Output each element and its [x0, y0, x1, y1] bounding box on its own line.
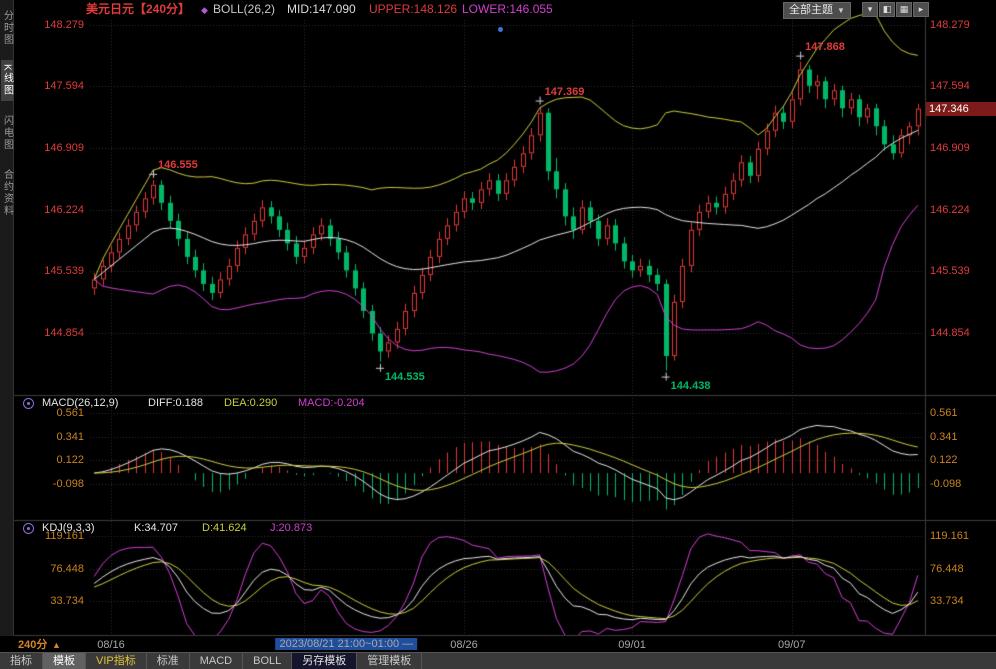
time-axis-label: 08/26 — [450, 639, 478, 651]
macd-axis-label-left: 0.561 — [56, 406, 84, 419]
macd-axis-label-right: 0.122 — [930, 454, 958, 466]
layout-grid-button[interactable]: ▦ — [896, 2, 912, 17]
kdj-settings-icon[interactable] — [23, 523, 34, 534]
sidebar-item-flash[interactable]: 闪电图 — [1, 114, 13, 151]
kdj-indicator-label[interactable]: KDJ(9,3,3) — [42, 522, 95, 534]
boll-mid-value: MID:147.090 — [287, 2, 356, 16]
price-axis-label-left: 145.539 — [44, 265, 84, 278]
kdj-axis-label-right: 33.734 — [930, 595, 964, 608]
theme-dropdown[interactable]: 全部主题 ▼ — [783, 2, 851, 19]
price-axis-label-left: 146.224 — [44, 203, 84, 216]
macd-diff-value: DIFF:0.188 — [148, 397, 204, 409]
macd-axis-label-left: -0.098 — [52, 477, 84, 490]
price-axis-label-left: 147.594 — [44, 80, 84, 93]
sidebar: 分时图 K线图闪电图合约资料 — [0, 0, 14, 636]
current-price-tag: 147.346 — [926, 101, 996, 116]
toolbar-tab-template[interactable]: 模板 — [43, 653, 86, 669]
period-up-icon[interactable]: ▲ — [52, 640, 61, 650]
price-axis-label-left: 148.279 — [44, 18, 84, 31]
price-axis-label-left: 146.909 — [44, 141, 84, 154]
kdj-axis-label-right: 76.448 — [930, 562, 964, 575]
price-axis-label-left: 144.854 — [44, 327, 84, 340]
kdj-axis-label-left: 33.734 — [50, 595, 84, 608]
kdj-axis-label-left: 76.448 — [50, 562, 84, 575]
price-axis-label-right: 145.539 — [930, 265, 970, 278]
kdj-d-value: D:41.624 — [202, 522, 247, 534]
macd-dea-value: DEA:0.290 — [224, 397, 278, 409]
macd-indicator-label[interactable]: MACD(26,12,9) — [42, 397, 119, 409]
event-marker-dot — [498, 27, 503, 32]
price-axis-label-right: 146.224 — [930, 203, 970, 216]
boll-indicator-label[interactable]: BOLL(26,2) — [213, 2, 276, 16]
sidebar-item-timeshare[interactable]: 分时图 — [1, 10, 13, 46]
extreme-price-annotation: 144.438 — [670, 379, 711, 392]
price-axis-label-right: 147.594 — [930, 80, 970, 93]
period-label[interactable]: 240分 — [18, 639, 48, 651]
extreme-price-annotation: 147.369 — [544, 85, 585, 98]
boll-lower-value: LOWER:146.055 — [462, 2, 553, 16]
expand-button[interactable]: ▸ — [913, 2, 929, 17]
kdj-j-value: J:20.873 — [270, 522, 313, 534]
macd-axis-label-right: 0.561 — [930, 406, 958, 419]
window-buttons: ▾ ◧ ▦ ▸ — [862, 2, 930, 17]
macd-axis-label-left: 0.122 — [56, 454, 84, 466]
toolbar-tab-save-template[interactable]: 另存模板 — [292, 653, 358, 669]
time-axis-label: 09/01 — [618, 639, 646, 651]
price-axis-label-right: 144.854 — [930, 327, 970, 340]
macd-axis-label-right: 0.341 — [930, 430, 958, 443]
time-axis-selected-range: 2023/08/21 21:00~01:00 — — [275, 638, 418, 650]
bottom-toolbar: 指标 模板 VIP指标 标准 MACD BOLL 另存模板 管理模板 — [0, 652, 996, 669]
extreme-price-annotation: 147.868 — [805, 40, 845, 53]
layout-left-button[interactable]: ◧ — [879, 2, 895, 17]
theme-dropdown-label: 全部主题 — [789, 4, 833, 16]
chevron-down-icon: ▼ — [837, 6, 845, 15]
kdj-axis-label-right: 119.161 — [930, 530, 969, 543]
dropdown-button[interactable]: ▾ — [862, 2, 878, 17]
macd-axis-label-left: 0.341 — [56, 430, 84, 443]
extreme-price-annotation: 146.555 — [158, 158, 198, 171]
toolbar-tab-boll[interactable]: BOLL — [243, 653, 293, 669]
kdj-axis-label-left: 119.161 — [45, 530, 84, 543]
price-axis-label-right: 146.909 — [930, 141, 970, 154]
price-axis-label-right: 148.279 — [930, 18, 970, 31]
extreme-price-annotation: 144.535 — [384, 370, 425, 383]
toolbar-tab-indicator[interactable]: 指标 — [0, 653, 43, 669]
macd-hist-value: MACD:-0.204 — [298, 397, 365, 409]
macd-settings-icon[interactable] — [23, 398, 34, 409]
sidebar-item-kline[interactable]: K线图 — [0, 60, 13, 101]
symbol-title: 美元日元【240分】 — [86, 2, 191, 16]
toolbar-tab-vip-indicator[interactable]: VIP指标 — [86, 653, 147, 669]
toolbar-tab-manage-template[interactable]: 管理模板 — [357, 653, 423, 669]
toolbar-tab-standard[interactable]: 标准 — [146, 653, 190, 669]
time-axis-label: 08/16 — [97, 639, 125, 651]
toolbar-tab-macd[interactable]: MACD — [189, 653, 244, 669]
kdj-k-value: K:34.707 — [134, 522, 179, 534]
boll-upper-value: UPPER:148.126 — [369, 2, 458, 16]
indicator-flag-icon: ◆ — [201, 5, 208, 15]
sidebar-item-contract-info[interactable]: 合约资料 — [1, 168, 13, 217]
time-axis-label: 09/07 — [777, 639, 806, 651]
macd-axis-label-right: -0.098 — [930, 477, 962, 490]
